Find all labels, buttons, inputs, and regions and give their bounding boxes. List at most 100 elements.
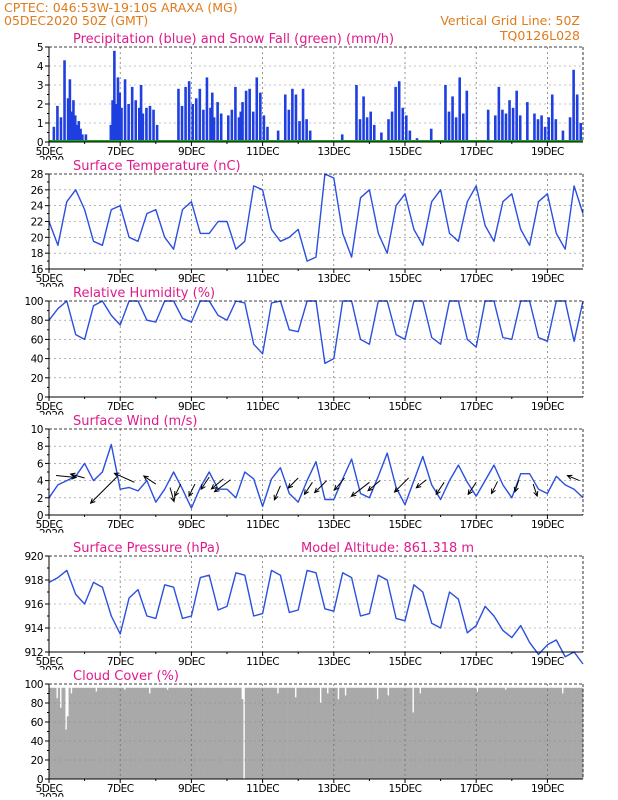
precip-bar [134, 100, 138, 142]
cloud-bar [308, 687, 312, 779]
wind-arrow-shaft [351, 481, 370, 497]
cloud-bar [70, 693, 73, 779]
cloud-bar [98, 687, 102, 779]
x-tick-label: 17DEC [460, 273, 493, 285]
temp-title: Surface Temperature (nC) [73, 159, 241, 174]
x-tick-year: 2020 [39, 665, 64, 677]
pressure-title: Surface Pressure (hPa) [73, 541, 220, 556]
wind-arrow-shaft [416, 479, 427, 489]
wind-arrow [467, 482, 477, 496]
y-tick-label: 6 [37, 458, 44, 470]
y-tick-label: 18 [31, 248, 43, 260]
cloud-bar [278, 687, 281, 779]
precip-bar [266, 126, 269, 142]
y-tick-label: 26 [31, 185, 44, 197]
cloud-bar [495, 687, 498, 779]
precip-bar [56, 105, 59, 142]
wind-arrow-shaft [211, 478, 224, 490]
x-tick-year: 2020 [39, 410, 64, 422]
x-tick-label: 13DEC [317, 401, 350, 413]
wind-arrow [213, 479, 231, 493]
precip-bar [579, 123, 583, 142]
precip-bar [461, 113, 465, 142]
cloud-bar [408, 687, 411, 779]
cloud-bar [120, 687, 123, 779]
x-tick-year: 2020 [39, 155, 64, 167]
cloud-bar [162, 687, 166, 779]
cloud-bar [257, 687, 260, 779]
precip-bar [79, 128, 82, 142]
cloud-bar [182, 687, 185, 779]
precip-bar [283, 94, 287, 142]
cloud-bar [574, 687, 577, 779]
cloud-bar [428, 687, 431, 779]
precip-bar [447, 111, 451, 142]
cloud-bar [453, 687, 456, 779]
cloud-bar [333, 687, 336, 779]
cloud-bar [421, 687, 424, 779]
wind-arrow-shaft [114, 472, 135, 483]
cloud-bar [540, 687, 543, 779]
cloud-bar [508, 687, 511, 779]
cloud-bar [178, 687, 182, 779]
precip-bar [251, 111, 255, 142]
cloud-bar [79, 687, 82, 779]
cloud-bar [145, 687, 148, 779]
x-tick-year: 2020 [39, 528, 64, 540]
y-tick-label: 914 [24, 623, 43, 635]
wind-series-line [48, 443, 584, 509]
cloud-bar [388, 687, 392, 779]
cloud-bar [376, 699, 379, 779]
cloud-bar [259, 687, 262, 779]
cloud-bar [412, 712, 415, 779]
cloud-bar [113, 687, 116, 779]
wind-arrow-head [113, 472, 120, 478]
cloud-bar [316, 687, 319, 779]
cloud-bar [348, 687, 351, 779]
cloud-bar [239, 687, 242, 779]
x-tick-label: 19DEC [531, 146, 564, 158]
cloud-bar [568, 687, 571, 779]
cloud-bar [187, 687, 191, 779]
precip-bar [511, 107, 515, 142]
cloud-bar [241, 699, 244, 779]
cloud-bar [401, 687, 404, 779]
cloud-bar [107, 687, 110, 779]
precip-bar [259, 92, 262, 142]
cloud-bar [566, 687, 570, 779]
cloud-bar [506, 687, 509, 779]
wind-arrow [174, 483, 182, 498]
cloud-bar [184, 687, 187, 779]
wind-arrow-head [89, 498, 96, 504]
cloud-bar [575, 687, 579, 779]
precip-bar [155, 124, 159, 142]
cloud-bar [435, 687, 438, 779]
cloud-bar [275, 687, 278, 779]
cloud-bar [449, 687, 452, 779]
precip-bar [191, 104, 194, 142]
precip-bar [72, 100, 75, 142]
y-tick-label: 40 [31, 736, 43, 748]
precip-title: Precipitation (blue) and Snow Fall (gree… [73, 32, 394, 47]
cloud-bar [346, 687, 349, 779]
cloud-bar [285, 687, 288, 779]
cloud-bar [465, 687, 468, 779]
cloud-bar [517, 687, 520, 779]
x-tick-label: 13DEC [317, 146, 350, 158]
cloud-bar [550, 687, 554, 779]
x-tick-label: 17DEC [460, 783, 493, 795]
x-tick-label: 11DEC [246, 146, 279, 158]
wind-arrow [287, 477, 299, 489]
cloud-bar [146, 687, 150, 779]
x-tick-label: 11DEC [246, 656, 279, 668]
cloud-bar [312, 687, 315, 779]
cloud-bar [390, 687, 393, 779]
cloud-bar [581, 687, 584, 779]
cloud-bar [415, 687, 418, 779]
cloud-bar [406, 687, 409, 779]
cloud-bar [303, 687, 306, 779]
wind-arrow-shaft [467, 482, 477, 495]
precip-bar [365, 117, 369, 142]
cloud-bar [353, 687, 356, 779]
x-tick-label: 17DEC [460, 146, 493, 158]
